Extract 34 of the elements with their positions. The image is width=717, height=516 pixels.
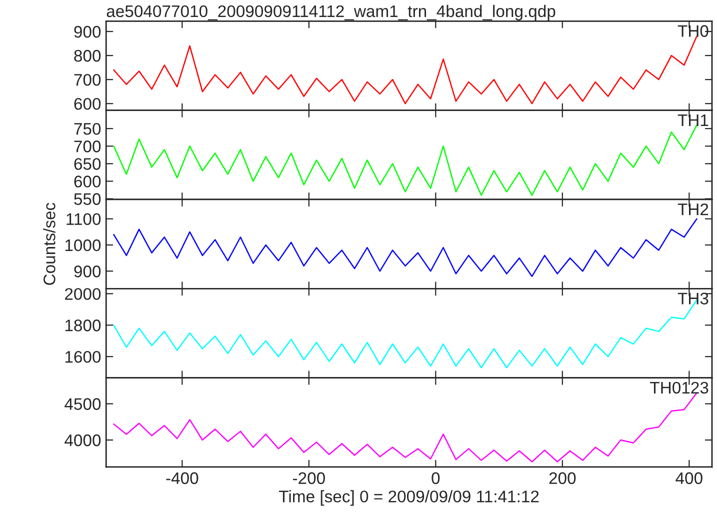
x-tick-label: 200 [549,472,576,484]
y-tick-label: 700 [74,140,101,152]
y-tick-label: 600 [74,176,101,188]
y-tick-label: 700 [74,74,101,86]
y-tick-label: 4000 [64,434,101,446]
line-series [113,392,698,462]
line-series [113,218,698,277]
y-tick-label: 2000 [65,288,101,300]
y-tick-label: 550 [74,193,101,205]
x-tick-label: 0 [432,472,440,484]
y-tick-label: 750 [74,122,101,135]
y-tick-label: 4500 [64,398,101,410]
chart-title: ae504077010_20090909114112_wam1_trn_4band_long.qdp [106,4,556,20]
series-label: TH1 [678,114,708,126]
y-tick-label: 800 [74,50,101,62]
x-axis-title: Time [sec] 0 = 2009/09/09 11:41:12 [279,490,539,506]
y-tick-label: 600 [74,98,101,110]
line-series [113,36,698,104]
y-tick-label: 1600 [65,350,101,363]
y-tick-label: 900 [74,266,101,278]
y-axis-title: Counts/sec [43,202,56,285]
series-label: TH2 [678,203,708,216]
x-tick-label: 400 [676,472,702,484]
line-series [113,124,698,196]
series-label: TH0 [678,25,708,37]
y-tick-label: 1800 [65,320,101,332]
y-tick-label: 1100 [66,213,101,226]
series-label: TH0123 [650,382,708,394]
x-tick-label: -400 [166,472,198,484]
series-label: TH3 [678,292,708,304]
y-tick-label: 900 [74,26,101,38]
y-tick-label: 1000 [65,239,101,252]
y-tick-label: 650 [74,158,101,170]
x-tick-label: -200 [292,472,325,484]
